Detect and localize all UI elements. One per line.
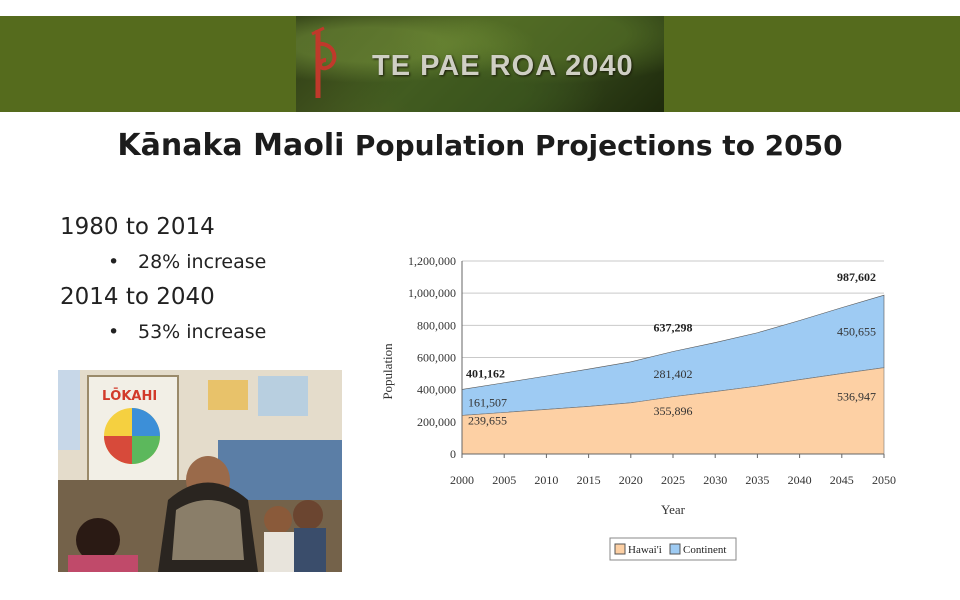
x-tick-label: 2040 [788,473,812,487]
bullet-detail-text-1: 28% increase [138,251,267,273]
legend-swatch-continent [669,543,681,555]
y-tick-label: 1,200,000 [408,254,456,268]
y-tick-label: 0 [450,447,456,461]
area-value-label: 239,655 [468,413,507,427]
header-banner: TE PAE ROA 2040 [0,16,960,112]
y-tick-label: 200,000 [417,415,456,429]
bullet-dot-icon: • [108,251,120,273]
x-tick-label: 2045 [830,473,854,487]
area-value-label: 281,402 [654,367,693,381]
page-title: Kānaka Maoli Population Projections to 2… [0,128,960,163]
total-label: 401,162 [466,366,505,380]
banner-title: TE PAE ROA 2040 [372,50,634,82]
book-title: LŌKAHI [102,388,157,404]
legend-label-continent: Continent [683,544,726,556]
koru-logo-icon [311,26,337,98]
x-tick-label: 2010 [534,473,558,487]
banner-photo: TE PAE ROA 2040 [296,16,664,112]
page-title-part1: Kānaka Maoli [117,128,345,163]
area-value-label: 450,655 [837,324,876,338]
total-label: 637,298 [654,321,693,335]
area-value-label: 355,896 [654,404,693,418]
bullet-heading-1: 1980 to 2014 [60,214,215,240]
bullet-list: 1980 to 2014 • 28% increase 2014 to 2040… [60,210,266,350]
bullet-dot-icon: • [108,321,120,343]
x-tick-label: 2020 [619,473,643,487]
y-tick-label: 400,000 [417,383,456,397]
bullet-detail-2: • 53% increase [60,314,266,350]
legend-label-hawaii: Hawai'i [628,544,662,556]
bullet-detail-1: • 28% increase [60,244,266,280]
x-tick-label: 2000 [450,473,474,487]
population-chart-svg: 0 200,000 400,000 600,000 800,000 1,000,000 1,… [380,254,896,561]
x-tick-label: 2030 [703,473,727,487]
area-value-label: 536,947 [837,389,876,403]
area-value-label: 161,507 [468,395,507,409]
bullet-heading-2: 2014 to 2040 [60,284,215,310]
x-axis-label: Year [661,502,686,517]
bullet-detail-text-2: 53% increase [138,321,267,343]
x-tick-label: 2050 [872,473,896,487]
total-label: 987,602 [837,270,876,284]
y-tick-label: 800,000 [417,318,456,332]
x-tick-label: 2015 [577,473,601,487]
y-tick-label: 600,000 [417,351,456,365]
page-title-part2: Population Projections to 2050 [354,129,843,162]
population-chart: 0 200,000 400,000 600,000 800,000 1,000,000 1,… [370,240,910,570]
x-tick-label: 2005 [492,473,516,487]
legend-swatch-hawaii [614,543,626,555]
classroom-photo: LŌKAHI [58,370,342,572]
y-tick-label: 1,000,000 [408,286,456,300]
x-tick-label: 2035 [745,473,769,487]
x-tick-label: 2025 [661,473,685,487]
y-axis-label: Population [380,343,395,400]
